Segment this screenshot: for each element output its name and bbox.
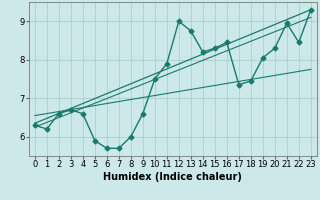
X-axis label: Humidex (Indice chaleur): Humidex (Indice chaleur) — [103, 172, 242, 182]
